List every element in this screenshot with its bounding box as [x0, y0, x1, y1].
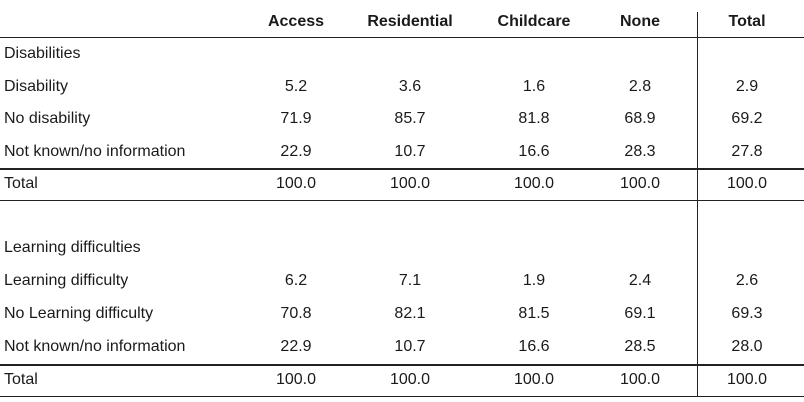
cell-value: 100.0 [619, 371, 661, 388]
cell-value: 82.1 [394, 305, 426, 322]
cell-value: 10.7 [394, 338, 426, 355]
total-column-divider [697, 12, 698, 397]
cell-value: 16.6 [518, 143, 550, 160]
cell-value: 69.1 [624, 305, 656, 322]
cell-value: 100.0 [389, 175, 431, 192]
cell-value: 71.9 [280, 110, 312, 127]
table-row: Not known/no information 22.9 10.7 16.6 … [0, 136, 804, 168]
cell-value: 2.9 [735, 78, 759, 95]
cell-value: 100.0 [275, 175, 317, 192]
cell-value: 1.9 [522, 272, 546, 289]
cell-value: 28.0 [731, 338, 763, 355]
table-bottom-border [0, 396, 804, 397]
row-label: Disability [4, 78, 69, 95]
cell-value: 2.8 [628, 78, 652, 95]
cell-value: 2.4 [628, 272, 652, 289]
column-header-childcare: Childcare [497, 13, 571, 30]
cell-value: 7.1 [398, 272, 422, 289]
cell-value: 3.6 [398, 78, 422, 95]
total-row: Total 100.0 100.0 100.0 100.0 100.0 [0, 364, 804, 396]
column-header-residential: Residential [367, 13, 453, 30]
total-divider [0, 364, 804, 366]
section-title: Disabilities [4, 45, 81, 62]
cell-value: 100.0 [726, 371, 768, 388]
cell-value: 27.8 [731, 143, 763, 160]
cell-value: 69.2 [731, 110, 763, 127]
cell-value: 100.0 [726, 175, 768, 192]
section-title: Learning difficulties [4, 239, 141, 256]
cell-value: 1.6 [522, 78, 546, 95]
row-label: No disability [4, 110, 91, 127]
header-divider [0, 37, 804, 38]
table-row: Learning difficulty 6.2 7.1 1.9 2.4 2.6 [0, 265, 804, 297]
cell-value: 100.0 [619, 175, 661, 192]
cell-value: 70.8 [280, 305, 312, 322]
cell-value: 69.3 [731, 305, 763, 322]
row-label: Total [4, 371, 38, 388]
cell-value: 6.2 [284, 272, 308, 289]
total-row: Total 100.0 100.0 100.0 100.0 100.0 [0, 168, 804, 200]
column-header-none: None [620, 13, 660, 30]
cell-value: 100.0 [513, 175, 555, 192]
cell-value: 5.2 [284, 78, 308, 95]
row-label: Not known/no information [4, 338, 186, 355]
cell-value: 2.6 [735, 272, 759, 289]
cell-value: 85.7 [394, 110, 426, 127]
section-divider [0, 200, 804, 201]
cell-value: 100.0 [513, 371, 555, 388]
cell-value: 10.7 [394, 143, 426, 160]
cell-value: 68.9 [624, 110, 656, 127]
cell-value: 28.5 [624, 338, 656, 355]
row-label: No Learning difficulty [4, 305, 154, 322]
cell-value: 16.6 [518, 338, 550, 355]
table-row: Disability 5.2 3.6 1.6 2.8 2.9 [0, 71, 804, 103]
row-label: Learning difficulty [4, 272, 129, 289]
table-row: No Learning difficulty 70.8 82.1 81.5 69… [0, 298, 804, 330]
table-header-row: Access Residential Childcare None Total [0, 6, 804, 38]
column-header-total: Total [728, 13, 766, 30]
row-label: Total [4, 175, 38, 192]
cell-value: 22.9 [280, 143, 312, 160]
table-row: No disability 71.9 85.7 81.8 68.9 69.2 [0, 103, 804, 135]
row-label: Not known/no information [4, 143, 186, 160]
cell-value: 22.9 [280, 338, 312, 355]
cell-value: 81.5 [518, 305, 550, 322]
section-title-row: Disabilities [0, 38, 804, 70]
section-title-row: Learning difficulties [0, 232, 804, 264]
cell-value: 100.0 [275, 371, 317, 388]
cell-value: 100.0 [389, 371, 431, 388]
cell-value: 28.3 [624, 143, 656, 160]
column-header-access: Access [267, 13, 325, 30]
cell-value: 81.8 [518, 110, 550, 127]
table-row: Not known/no information 22.9 10.7 16.6 … [0, 331, 804, 363]
total-divider [0, 168, 804, 170]
